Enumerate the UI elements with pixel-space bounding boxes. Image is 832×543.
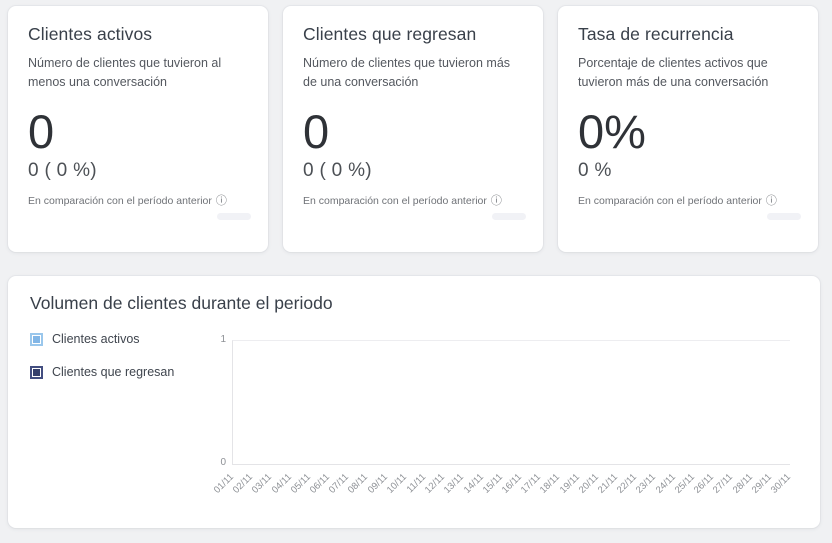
x-tick-label: 15/11	[480, 471, 505, 496]
card-title: Clientes activos	[28, 24, 153, 44]
card-description: Número de clientes que tuvieron más de u…	[303, 56, 511, 90]
x-tick-label: 01/11	[211, 471, 236, 496]
x-tick-label: 27/11	[711, 471, 736, 496]
x-tick-label: 22/11	[615, 471, 640, 496]
x-tick-label: 18/11	[538, 471, 563, 496]
card-title: Tasa de recurrencia	[578, 24, 734, 44]
x-tick-label: 10/11	[384, 471, 409, 496]
legend-item-clientes-activos[interactable]: Clientes activos	[30, 332, 174, 346]
card-description: Número de clientes que tuvieron al menos…	[28, 56, 222, 90]
legend-label: Clientes activos	[52, 332, 140, 346]
card-delta: 0 %	[578, 160, 612, 182]
skeleton-pill	[492, 213, 526, 220]
chart-plot-area	[232, 340, 790, 465]
x-tick-label: 19/11	[557, 471, 582, 496]
x-tick-label: 08/11	[346, 471, 371, 496]
x-tick-label: 20/11	[576, 471, 601, 496]
x-tick-label: 03/11	[250, 471, 275, 496]
x-axis-tick-labels: 01/11 02/11 03/11 04/11 05/11 06/11 07/11 08/11…	[212, 465, 793, 520]
info-icon[interactable]: ⓘ	[490, 194, 502, 207]
comparison-note: En comparación con el período anterior	[578, 195, 762, 208]
info-icon[interactable]: ⓘ	[765, 194, 777, 207]
x-tick-label: 06/11	[307, 471, 332, 496]
card-value: 0	[303, 104, 330, 158]
card-delta: 0 ( 0 %)	[303, 160, 372, 182]
x-tick-label: 26/11	[691, 471, 717, 496]
x-tick-label: 17/11	[519, 471, 544, 496]
comparison-note: En comparación con el período anterior	[303, 195, 487, 208]
x-tick-label: 28/11	[730, 471, 755, 496]
legend-label: Clientes que regresan	[52, 365, 175, 379]
legend-item-clientes-que-regresan[interactable]: Clientes que regresan	[30, 365, 174, 379]
x-tick-label: 14/11	[461, 471, 486, 496]
info-icon[interactable]: ⓘ	[215, 194, 227, 207]
skeleton-pill	[217, 213, 251, 220]
chart-title: Volumen de clientes durante el periodo	[30, 293, 333, 313]
card-value: 0	[28, 104, 55, 158]
x-tick-label: 02/11	[230, 471, 256, 496]
legend-swatch-icon	[30, 332, 43, 346]
stat-card-clientes-que-regresan: Clientes que regresan Número de clientes…	[283, 6, 543, 252]
card-description: Porcentaje de clientes activos que tuvie…	[578, 56, 769, 90]
stat-card-clientes-activos: Clientes activos Número de clientes que …	[8, 6, 268, 252]
y-axis-tick-label: 1	[220, 334, 226, 345]
comparison-note: En comparación con el período anterior	[28, 195, 212, 208]
x-tick-label: 30/11	[768, 471, 793, 496]
card-value: 0%	[578, 104, 646, 158]
x-tick-label: 11/11	[404, 471, 428, 496]
x-tick-label: 12/11	[423, 471, 448, 496]
x-tick-label: 09/11	[365, 471, 390, 496]
skeleton-pill	[767, 213, 801, 220]
x-tick-label: 25/11	[672, 471, 697, 496]
x-tick-label: 29/11	[749, 471, 774, 496]
legend-swatch-icon	[30, 365, 43, 379]
x-tick-label: 21/11	[595, 471, 621, 496]
chart-legend: Clientes activos Clientes que regresan	[30, 332, 174, 398]
x-tick-label: 24/11	[653, 471, 678, 496]
stat-card-tasa-de-recurrencia: Tasa de recurrencia Porcentaje de client…	[558, 6, 818, 252]
card-title: Clientes que regresan	[303, 24, 477, 44]
x-tick-label: 13/11	[442, 471, 467, 496]
y-axis-tick-label: 0	[220, 457, 226, 468]
card-delta: 0 ( 0 %)	[28, 160, 97, 182]
volume-chart-card: Volumen de clientes durante el periodo C…	[8, 276, 820, 528]
x-tick-label: 16/11	[499, 471, 524, 496]
x-tick-label: 23/11	[634, 471, 659, 496]
x-tick-label: 05/11	[288, 471, 313, 496]
x-tick-label: 04/11	[269, 471, 294, 496]
x-tick-label: 07/11	[327, 471, 352, 496]
